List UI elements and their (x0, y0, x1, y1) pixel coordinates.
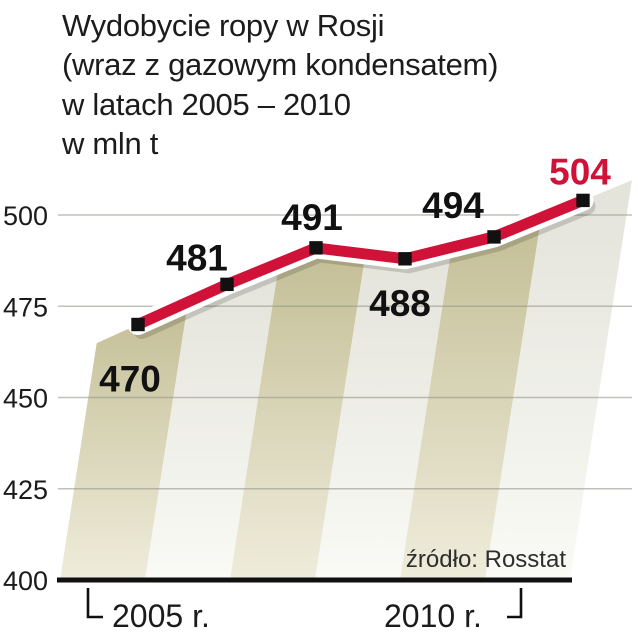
axis-bracket-left (86, 588, 103, 619)
data-point-label: 504 (549, 151, 611, 192)
data-point-marker (487, 230, 501, 244)
chart-band (315, 247, 452, 581)
y-tick-label: 475 (3, 292, 48, 322)
data-point-label: 491 (281, 197, 343, 238)
data-point-marker (398, 252, 412, 266)
y-tick-label: 500 (3, 201, 48, 231)
data-point-label: 481 (166, 237, 228, 278)
chart-band (60, 301, 189, 580)
chart-band (485, 180, 632, 581)
data-line (132, 194, 589, 330)
chart-title: Wydobycie ropy w Rosji (wraz z gazowym k… (62, 8, 499, 162)
data-point-marker (309, 241, 323, 255)
data-point-marker (131, 317, 145, 332)
data-point-marker (220, 277, 234, 292)
data-point-label: 494 (422, 185, 484, 226)
data-point-label: 470 (99, 359, 161, 400)
chart-band (145, 263, 280, 580)
data-point-label: 488 (369, 283, 431, 324)
axis-bracket-right (507, 588, 523, 619)
x-axis-label: 2005 r. (112, 598, 210, 634)
y-tick-label: 400 (3, 566, 48, 596)
chart-band (230, 247, 366, 580)
source-label: źródło: Rosstat (406, 546, 566, 573)
y-tick-label: 450 (3, 384, 48, 414)
x-axis-label: 2010 r. (384, 598, 482, 634)
data-point-marker (576, 193, 590, 208)
y-tick-label: 425 (3, 475, 48, 505)
